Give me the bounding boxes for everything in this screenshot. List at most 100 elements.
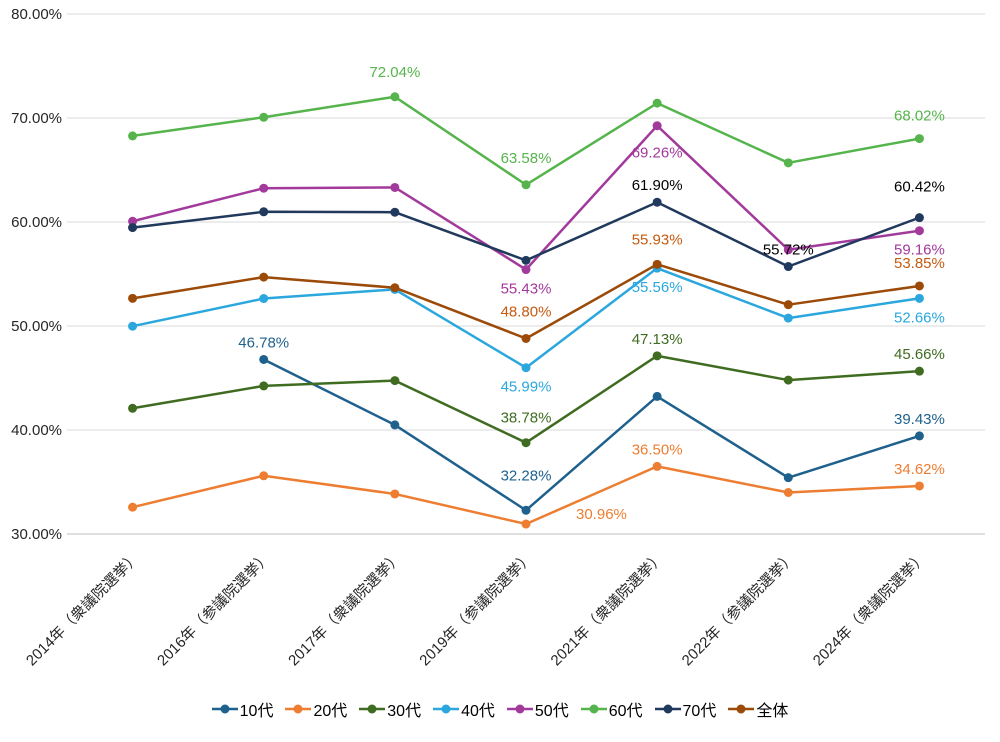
data-point: [259, 112, 269, 122]
data-point: [128, 293, 138, 303]
legend-label: 20代: [313, 703, 348, 720]
data-point: [521, 438, 531, 448]
x-axis-category-label: 2017年（衆議院選挙）: [285, 548, 406, 669]
data-point: [652, 98, 662, 108]
x-axis-category-label: 2016年（参議院選挙）: [153, 548, 274, 669]
legend-item-3: 40代: [433, 697, 495, 721]
data-point: [914, 213, 924, 223]
x-axis-category-label: 2022年（参議院選挙）: [678, 548, 799, 669]
point-value-label: 38.78%: [501, 410, 552, 427]
legend-label: 全体: [756, 703, 789, 720]
point-value-label: 47.13%: [632, 331, 683, 348]
point-value-label: 69.26%: [632, 145, 683, 162]
data-point: [914, 134, 924, 144]
chart-legend: 10代 20代 30代 40代 50代 60代 70代 全体: [0, 676, 1000, 742]
data-point: [783, 473, 793, 483]
legend-marker-icon: [433, 704, 460, 714]
data-point: [652, 121, 662, 131]
data-point: [783, 158, 793, 168]
legend-marker-icon: [211, 704, 238, 714]
data-point: [390, 182, 400, 192]
legend-marker-icon: [654, 704, 681, 714]
data-point: [652, 461, 662, 471]
data-point: [914, 366, 924, 376]
data-point: [259, 471, 269, 481]
data-point: [783, 262, 793, 272]
point-value-label: 32.28%: [501, 467, 552, 484]
legend-label: 60代: [608, 703, 643, 720]
data-point: [128, 223, 138, 233]
data-point: [652, 391, 662, 401]
data-point: [652, 351, 662, 361]
data-point: [783, 488, 793, 498]
data-point: [783, 245, 793, 255]
legend-label: 50代: [534, 703, 569, 720]
point-value-label: 36.50%: [632, 441, 683, 458]
data-point: [521, 363, 531, 373]
legend-label: 30代: [387, 703, 422, 720]
data-point: [259, 381, 269, 391]
y-axis-tick-label: 60.00%: [11, 214, 62, 231]
data-point: [652, 259, 662, 269]
chart-canvas: 30.00% 40.00% 50.00% 60.00% 70.00% 80.00% 2014…: [11, 6, 985, 669]
data-point: [521, 505, 531, 515]
legend-label: 40代: [461, 703, 495, 720]
point-value-label: 55.43%: [501, 281, 552, 298]
y-axis-tick-label: 70.00%: [11, 110, 62, 127]
data-point: [128, 321, 138, 331]
point-value-label: 55.56%: [632, 279, 683, 296]
point-value-label: 53.85%: [894, 255, 945, 272]
legend-marker-icon: [285, 704, 312, 714]
data-point: [390, 92, 400, 102]
x-axis-category-label: 2019年（参議院選挙）: [416, 548, 537, 669]
data-point: [914, 226, 924, 236]
legend-label: 70代: [682, 703, 717, 720]
y-axis-tick-label: 40.00%: [11, 422, 62, 439]
legend-item-1: 20代: [285, 697, 347, 721]
point-value-label: 55.93%: [632, 231, 683, 248]
data-point: [914, 431, 924, 441]
point-value-label: 68.02%: [894, 108, 945, 125]
point-value-label: 60.42%: [894, 179, 945, 196]
point-value-label: 61.90%: [632, 177, 683, 194]
data-point: [390, 207, 400, 217]
legend-item-4: 50代: [506, 697, 569, 721]
point-value-label: 34.62%: [894, 461, 945, 478]
data-point: [521, 180, 531, 190]
point-value-label: 30.96%: [576, 506, 627, 523]
data-point: [259, 207, 269, 217]
data-point: [914, 481, 924, 491]
data-point: [783, 313, 793, 323]
data-point: [128, 216, 138, 226]
y-axis-tick-label: 80.00%: [11, 6, 62, 23]
data-point: [259, 354, 269, 364]
data-point: [783, 375, 793, 385]
data-point: [128, 131, 138, 141]
point-value-label: 45.99%: [501, 379, 552, 396]
series-line-5: [132, 95, 920, 187]
point-value-label: 45.66%: [894, 346, 945, 363]
data-point: [390, 376, 400, 386]
point-value-label: 48.80%: [501, 303, 552, 320]
data-point: [521, 255, 531, 265]
legend-marker-icon: [359, 704, 386, 714]
y-axis-tick-label: 30.00%: [11, 526, 62, 543]
data-point: [914, 281, 924, 291]
legend-item-2: 30代: [359, 697, 421, 721]
point-value-label: 55.72%: [763, 242, 814, 259]
point-value-label: 52.66%: [894, 309, 945, 326]
point-value-label: 72.04%: [369, 64, 420, 81]
data-point: [914, 293, 924, 303]
data-point: [259, 183, 269, 193]
legend-item-0: 10代: [211, 697, 274, 721]
data-point: [521, 519, 531, 529]
data-point: [390, 283, 400, 293]
data-point: [390, 420, 400, 430]
legend-item-6: 70代: [654, 697, 717, 721]
data-point: [128, 403, 138, 413]
data-point: [259, 272, 269, 282]
x-axis-category-label: 2014年（衆議院選挙）: [22, 548, 143, 669]
y-axis-tick-label: 50.00%: [11, 318, 62, 335]
legend-label: 10代: [239, 703, 274, 720]
